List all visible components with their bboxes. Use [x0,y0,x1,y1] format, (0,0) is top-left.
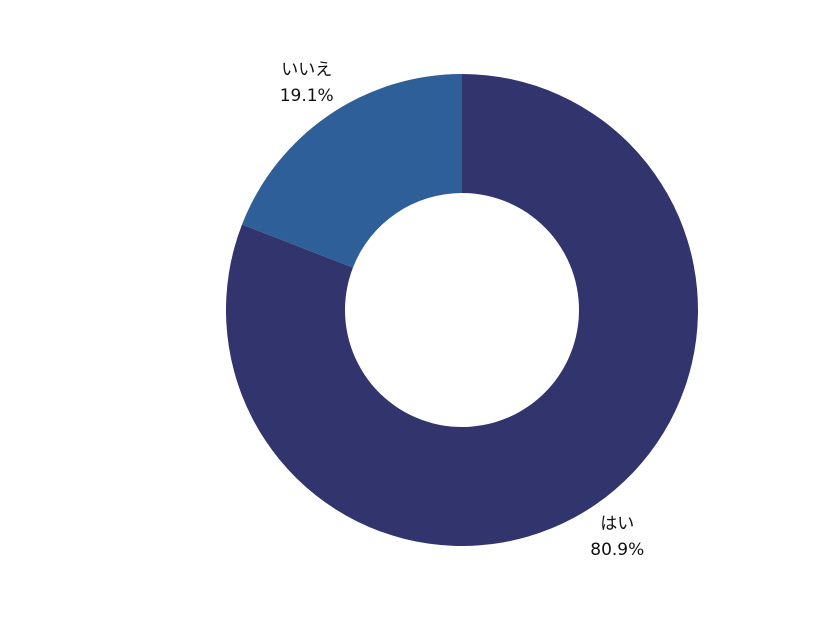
slice-name: いいえ [281,60,332,80]
slice-name: はい [600,514,634,534]
slice-value-label: 19.1% [280,86,334,106]
donut-slice [225,74,698,546]
donut-slice [242,74,462,268]
slice-value-label: 80.9% [590,540,644,560]
